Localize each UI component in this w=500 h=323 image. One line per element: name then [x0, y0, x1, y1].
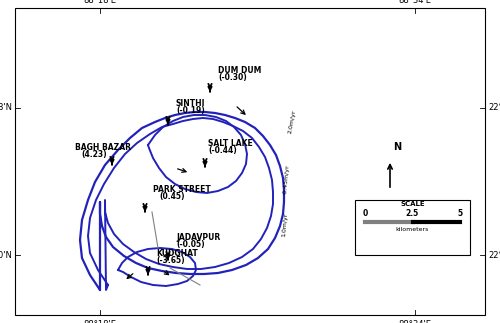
Text: PARK STREET: PARK STREET	[153, 185, 211, 194]
Text: 22°30'N: 22°30'N	[488, 251, 500, 259]
Text: 88°34'E: 88°34'E	[398, 0, 432, 5]
Text: 88°18'E: 88°18'E	[84, 320, 116, 323]
Text: JADAVPUR: JADAVPUR	[176, 233, 220, 242]
Bar	[355, 200, 470, 255]
Text: 22°38'N: 22°38'N	[0, 103, 12, 112]
Text: 0: 0	[362, 209, 368, 218]
Text: (-0.44): (-0.44)	[208, 146, 237, 155]
Text: (-0.05): (-0.05)	[176, 240, 204, 249]
Text: SALT LAKE: SALT LAKE	[208, 139, 253, 148]
Text: 1.0m/yr: 1.0m/yr	[282, 213, 288, 237]
Text: DUM DUM: DUM DUM	[218, 66, 262, 75]
Text: SCALE: SCALE	[400, 201, 425, 207]
Text: 2.0m/yr: 2.0m/yr	[288, 109, 296, 134]
Text: (0.45): (0.45)	[159, 192, 184, 201]
Text: BAGH BAZAR: BAGH BAZAR	[75, 143, 131, 152]
Text: KUDGHAT: KUDGHAT	[156, 249, 198, 258]
Text: 88°18'E: 88°18'E	[84, 0, 116, 5]
Text: kilometers: kilometers	[396, 227, 429, 232]
Text: 22°38'N: 22°38'N	[488, 103, 500, 112]
Text: 88°34'E: 88°34'E	[398, 320, 432, 323]
Text: (-0.30): (-0.30)	[218, 73, 247, 82]
Text: 2.5: 2.5	[406, 209, 419, 218]
Text: 22°30'N: 22°30'N	[0, 251, 12, 259]
Text: (-3.65): (-3.65)	[156, 256, 184, 265]
Text: (4.23): (4.23)	[81, 150, 106, 159]
Text: (-0.19): (-0.19)	[176, 106, 205, 115]
Text: 5: 5	[458, 209, 462, 218]
Text: SINTHI: SINTHI	[176, 99, 206, 108]
Text: -0.45m/yr: -0.45m/yr	[283, 164, 291, 195]
Text: N: N	[393, 142, 401, 152]
